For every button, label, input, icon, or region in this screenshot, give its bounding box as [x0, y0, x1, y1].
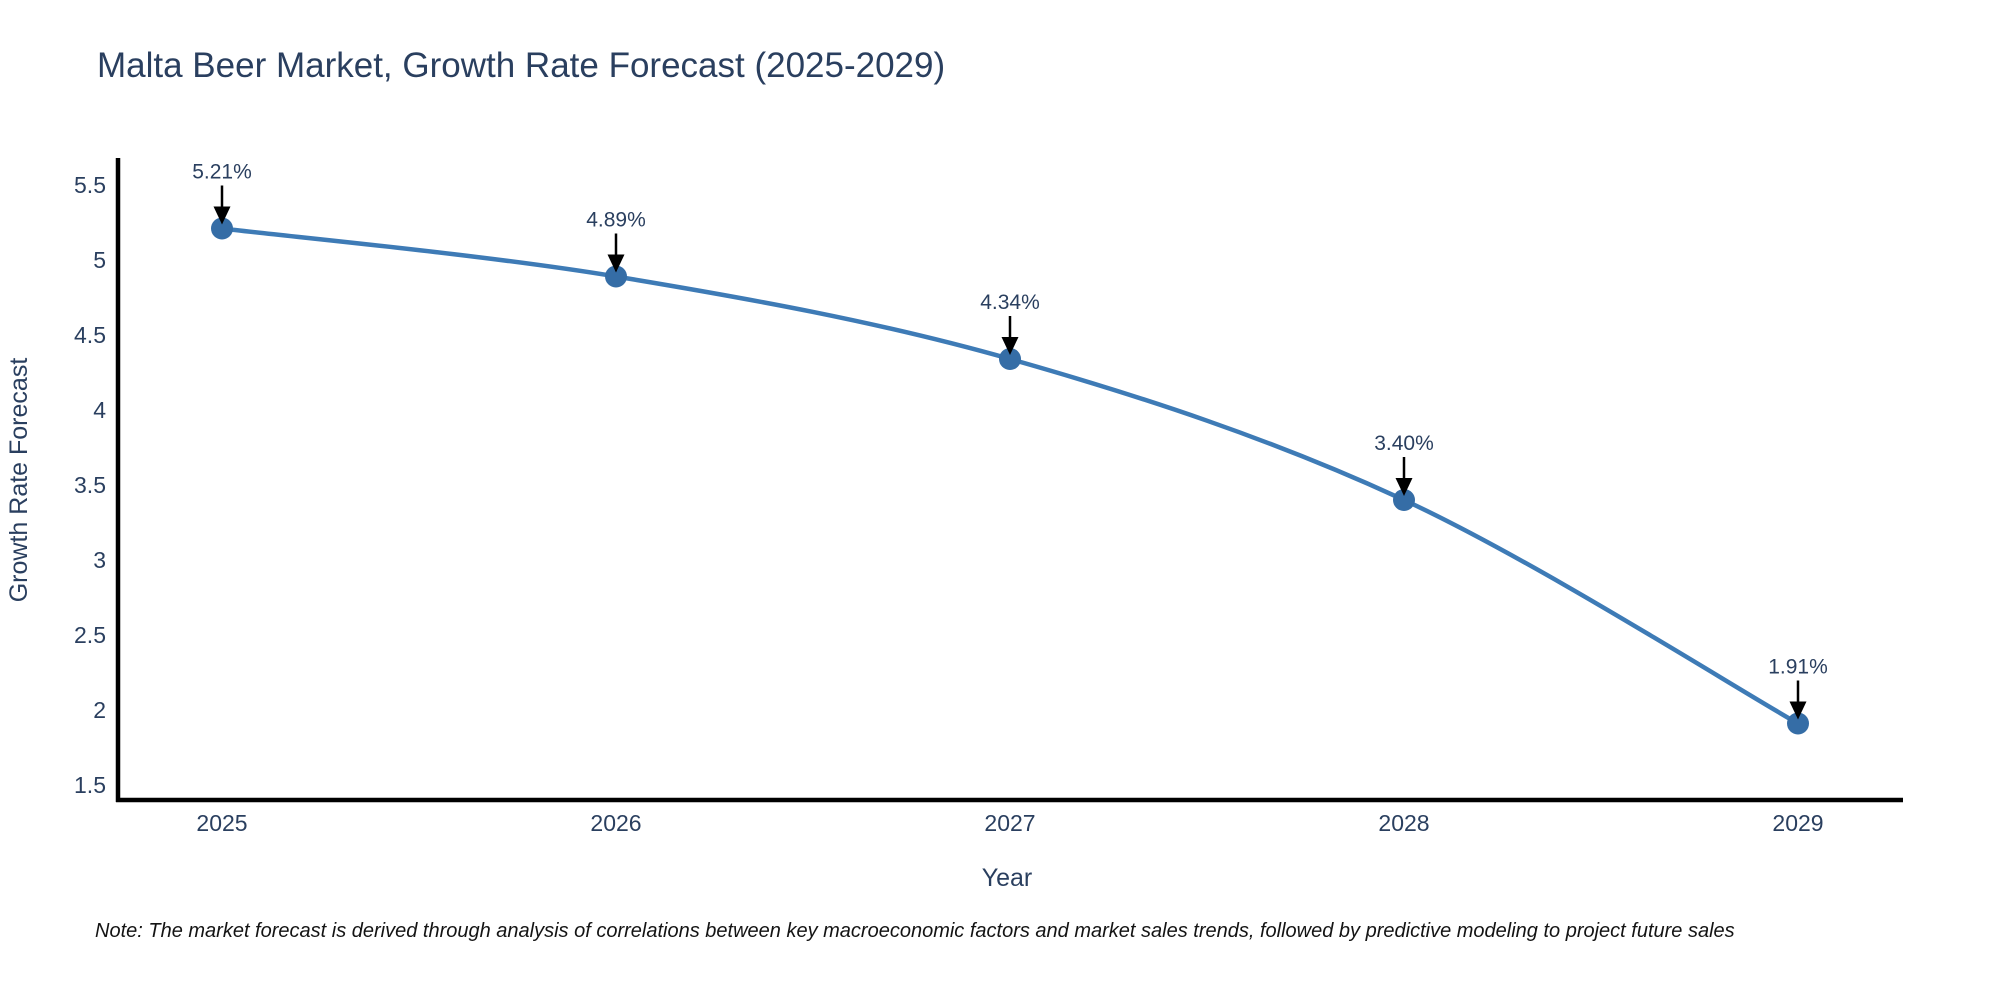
annotation-arrowhead — [1789, 701, 1807, 720]
point-annotation: 1.91% — [1768, 656, 1828, 679]
y-tick-label: 5.5 — [74, 172, 106, 198]
y-tick-label: 1.5 — [74, 772, 106, 798]
point-annotation: 3.40% — [1374, 432, 1434, 455]
point-annotation: 4.89% — [586, 209, 646, 232]
chart-title: Malta Beer Market, Growth Rate Forecast … — [97, 46, 946, 85]
x-tick-label: 2025 — [196, 810, 247, 836]
point-annotation: 4.34% — [980, 291, 1040, 314]
data-point-marker — [1393, 489, 1415, 511]
y-tick-label: 4 — [93, 397, 106, 423]
data-point-marker — [211, 217, 233, 240]
x-tick-label: 2026 — [590, 810, 641, 836]
annotation-arrowhead — [1001, 337, 1019, 355]
data-point-marker — [999, 348, 1021, 370]
x-tick-label: 2028 — [1378, 810, 1429, 836]
y-tick-label: 2.5 — [74, 622, 106, 648]
point-annotation: 5.21% — [192, 161, 252, 184]
y-tick-label: 5 — [93, 247, 106, 273]
data-point-marker — [605, 265, 627, 288]
x-axis-title: Year — [982, 864, 1033, 892]
plot-area: 5.5 5 4.5 4 3.5 3 2.5 2 1.5 2025 2026 2027 2028 2029 5… — [74, 158, 1903, 836]
x-tick-label: 2029 — [1772, 810, 1823, 836]
data-point-marker — [1787, 712, 1809, 735]
y-tick-label: 4.5 — [74, 322, 106, 348]
y-tick-label: 2 — [93, 697, 106, 723]
annotation-arrowhead — [1395, 478, 1413, 496]
y-tick-label: 3 — [93, 547, 106, 573]
y-tick-label: 3.5 — [74, 472, 106, 498]
annotation-arrowhead — [213, 206, 231, 225]
y-axis-title: Growth Rate Forecast — [5, 358, 33, 603]
footnote: Note: The market forecast is derived thr… — [95, 920, 1735, 942]
annotation-arrowhead — [607, 254, 625, 273]
x-tick-label: 2027 — [984, 810, 1035, 836]
